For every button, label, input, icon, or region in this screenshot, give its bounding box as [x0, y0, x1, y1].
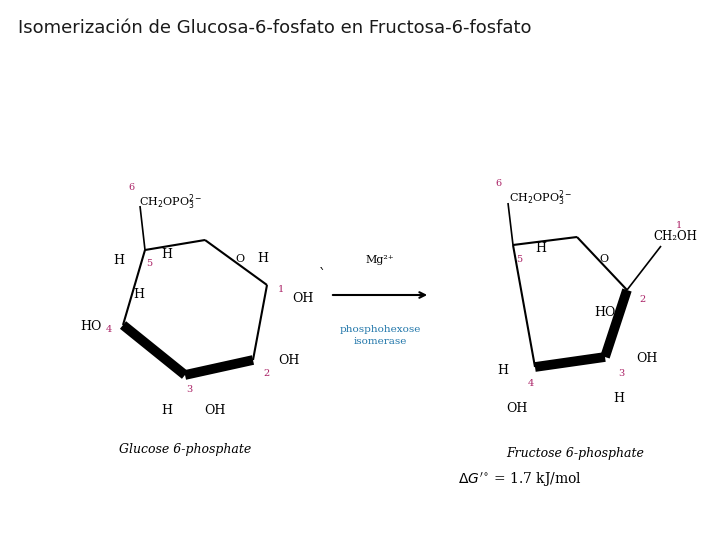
Text: 3: 3 — [618, 368, 624, 377]
Text: H: H — [536, 242, 546, 255]
Text: OH: OH — [204, 404, 225, 417]
Text: phosphohexose
isomerase: phosphohexose isomerase — [339, 325, 420, 346]
Text: OH: OH — [636, 353, 657, 366]
Text: OH: OH — [279, 354, 300, 367]
Text: H: H — [161, 247, 173, 260]
Text: 3: 3 — [186, 384, 192, 394]
Text: 1: 1 — [676, 220, 682, 230]
Text: O: O — [600, 254, 608, 264]
Text: H: H — [258, 253, 269, 266]
Text: `: ` — [318, 268, 325, 282]
Text: 4: 4 — [106, 325, 112, 334]
Text: 5: 5 — [516, 254, 522, 264]
Text: O: O — [235, 254, 245, 264]
Text: $\Delta G'^{\circ}$ = 1.7 kJ/mol: $\Delta G'^{\circ}$ = 1.7 kJ/mol — [458, 471, 582, 489]
Text: H: H — [114, 253, 125, 267]
Text: H: H — [613, 393, 624, 406]
Text: Fructose 6-phosphate: Fructose 6-phosphate — [506, 447, 644, 460]
Text: H: H — [498, 364, 508, 377]
Text: HO: HO — [594, 306, 616, 319]
Text: OH: OH — [292, 293, 314, 306]
Text: 4: 4 — [528, 379, 534, 388]
Text: 2: 2 — [640, 295, 646, 305]
Text: Glucose 6-phosphate: Glucose 6-phosphate — [119, 443, 251, 456]
Text: CH$_2$OPO$_3^{2-}$: CH$_2$OPO$_3^{2-}$ — [509, 188, 572, 208]
Text: 5: 5 — [146, 260, 152, 268]
Text: H: H — [133, 288, 145, 301]
Text: H: H — [161, 404, 173, 417]
Text: Isomerización de Glucosa-6-fosfato en Fructosa-6-fosfato: Isomerización de Glucosa-6-fosfato en Fr… — [18, 19, 531, 37]
Text: 2: 2 — [264, 369, 270, 379]
Text: HO: HO — [81, 321, 102, 334]
Text: Mg²⁺: Mg²⁺ — [366, 255, 395, 265]
Text: CH$_2$OPO$_3^{2-}$: CH$_2$OPO$_3^{2-}$ — [139, 192, 202, 212]
Text: 1: 1 — [278, 285, 284, 294]
Text: OH: OH — [506, 402, 528, 415]
Text: CH₂OH: CH₂OH — [653, 230, 697, 242]
Text: 6: 6 — [495, 179, 501, 187]
Text: 6: 6 — [128, 184, 134, 192]
